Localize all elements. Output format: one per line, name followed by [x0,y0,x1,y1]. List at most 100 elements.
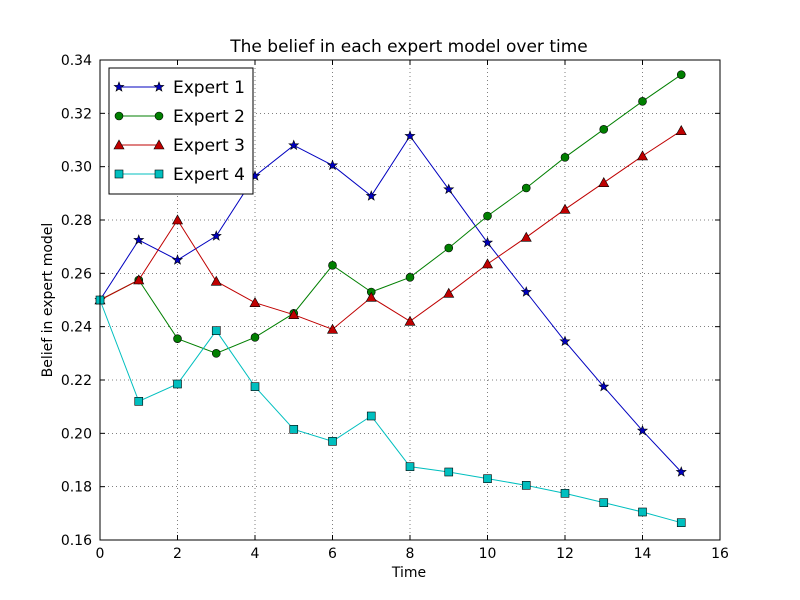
data-point [636,150,649,161]
x-tick-label: 8 [406,546,415,562]
data-point [250,333,260,342]
y-tick-label: 0.30 [61,160,92,176]
series-line [99,74,682,354]
data-point [676,518,686,527]
data-point [171,214,184,225]
legend-label: Expert 1 [173,78,245,98]
y-tick-label: 0.24 [61,320,92,336]
x-axis-label: Time [391,565,426,581]
data-point [366,411,376,421]
data-point [249,297,261,307]
data-point [676,70,686,79]
y-tick-label: 0.18 [61,480,92,496]
y-tick-label: 0.28 [61,213,92,229]
data-point [560,153,570,162]
legend-marker [153,81,165,92]
data-point [443,287,455,298]
legend-marker [154,111,164,121]
y-tick-label: 0.16 [61,533,92,549]
legend-item: Expert 1 [113,78,245,98]
data-point [405,273,415,282]
data-point [638,507,647,517]
data-point [521,183,531,193]
data-point [481,236,494,248]
legend-item: Expert 3 [113,136,245,156]
x-tick-label: 2 [173,546,182,562]
data-point [404,315,416,326]
x-tick-label: 12 [556,546,574,562]
data-point [559,203,571,214]
x-tick-label: 0 [96,546,105,562]
data-point [365,190,377,201]
data-point [638,97,647,106]
data-point [444,243,454,253]
legend-label: Expert 2 [173,107,245,127]
x-tick-label: 14 [634,546,652,562]
data-point [211,349,221,358]
tick-labels: 0 2 4 6 8 10 12 14 16 0.16 0.18 0.20 0.22 0.24 0.26 0.2… [61,53,729,562]
legend-marker [114,111,124,121]
x-tick-label: 16 [711,546,729,562]
legend-label: Expert 4 [173,165,245,185]
legend-item: Expert 4 [114,165,245,185]
data-point [289,425,299,434]
series-layer [94,70,687,527]
y-tick-label: 0.26 [61,266,92,282]
data-point [520,231,532,242]
data-point [404,130,416,141]
data-point [365,291,377,302]
data-point [134,397,144,406]
data-point [521,481,531,490]
data-point [405,462,415,471]
data-point [520,286,532,297]
data-point [171,254,184,265]
data-point [444,467,454,477]
data-point [133,274,145,285]
legend: Expert 1 Expert 2 Expert 3 Expert 4 [108,67,254,195]
legend-marker [114,169,124,179]
data-point [599,125,609,134]
data-point [483,474,492,483]
data-point [559,335,571,347]
y-tick-label: 0.32 [61,106,92,122]
data-point [211,326,221,335]
data-point [675,466,687,477]
series-line [99,299,682,524]
data-point [173,334,182,343]
y-tick-label: 0.20 [61,426,92,442]
data-point [560,489,570,498]
series-line [99,130,682,330]
data-point [481,258,494,269]
series-4 [95,295,686,527]
legend-box [108,67,254,195]
data-point [675,125,687,135]
legend-marker [113,81,125,92]
data-point [288,309,300,319]
series-3 [94,125,687,334]
data-point [328,261,337,270]
data-point [483,211,492,221]
data-point [210,275,222,286]
data-point [326,159,339,171]
x-tick-label: 6 [328,546,337,562]
y-tick-label: 0.34 [61,53,92,69]
data-point [599,498,609,507]
data-point [288,139,300,151]
legend-marker [153,139,165,150]
data-point [133,234,145,245]
legend-item: Expert 2 [114,107,245,127]
data-point [173,379,182,389]
data-point [210,230,222,241]
legend-label: Expert 3 [173,136,245,156]
axis-ticks [99,59,721,541]
y-tick-label: 0.22 [61,373,92,389]
x-tick-label: 4 [251,546,260,562]
data-point [443,183,455,195]
data-point [326,323,339,334]
y-axis-label: Belief in expert model [40,223,56,378]
legend-marker [154,169,164,179]
data-point [250,382,260,391]
chart-title: The belief in each expert model over tim… [229,37,587,57]
series-1 [94,130,687,477]
